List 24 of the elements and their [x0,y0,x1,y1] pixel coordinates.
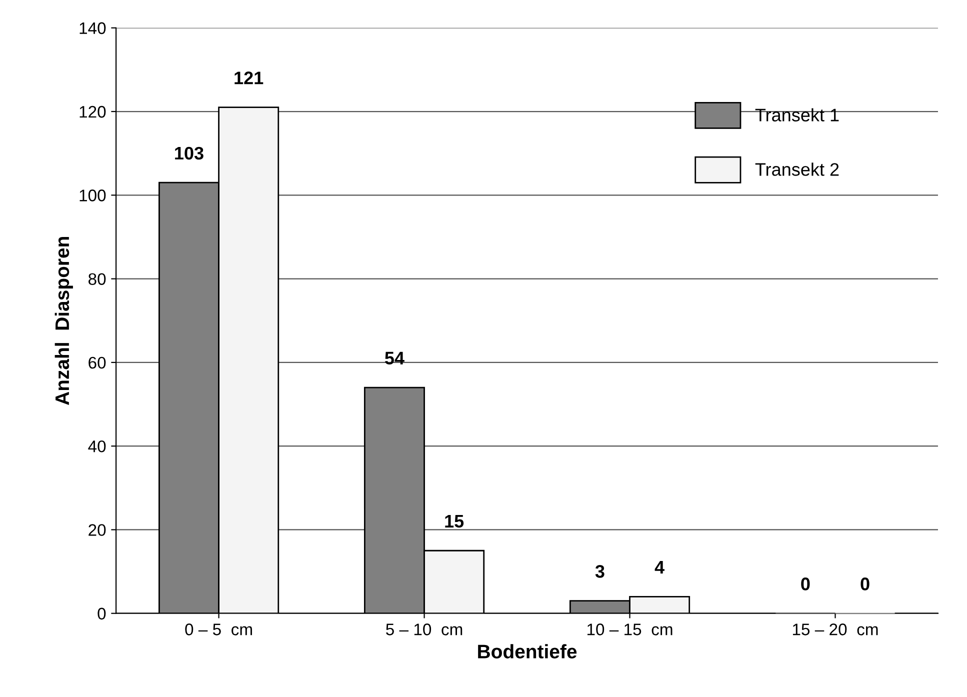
y-tick-label: 40 [88,440,106,452]
x-tick-label: 15 – 20 cm [792,624,878,636]
y-tick-label: 80 [88,273,106,286]
x-tick-label: 0 – 5 cm [185,624,252,636]
data-label: 15 [445,515,464,528]
legend-label: Transekt 1 [755,108,839,122]
y-axis-title: Anzahl Diasporen [54,237,73,405]
x-axis-title: Bodentiefe [478,644,577,658]
y-tick-label: 20 [88,524,106,536]
legend-label: Transekt 2 [755,162,839,176]
y-tick-label: 60 [88,356,106,369]
x-tick-label: 5 – 10 cm [386,624,462,636]
data-label: 0 [860,578,870,590]
data-label: 54 [384,352,404,365]
data-label: 103 [175,146,204,160]
x-tick-label: 10 – 15 cm [587,624,672,636]
data-label: 0 [801,578,810,590]
y-tick-label: 140 [80,22,106,34]
y-tick-label: 120 [80,106,106,118]
data-label: 3 [595,565,604,578]
data-label: 121 [234,72,264,84]
y-tick-label: 100 [80,190,106,202]
data-label: 4 [654,561,664,574]
y-tick-label: 0 [98,608,106,620]
